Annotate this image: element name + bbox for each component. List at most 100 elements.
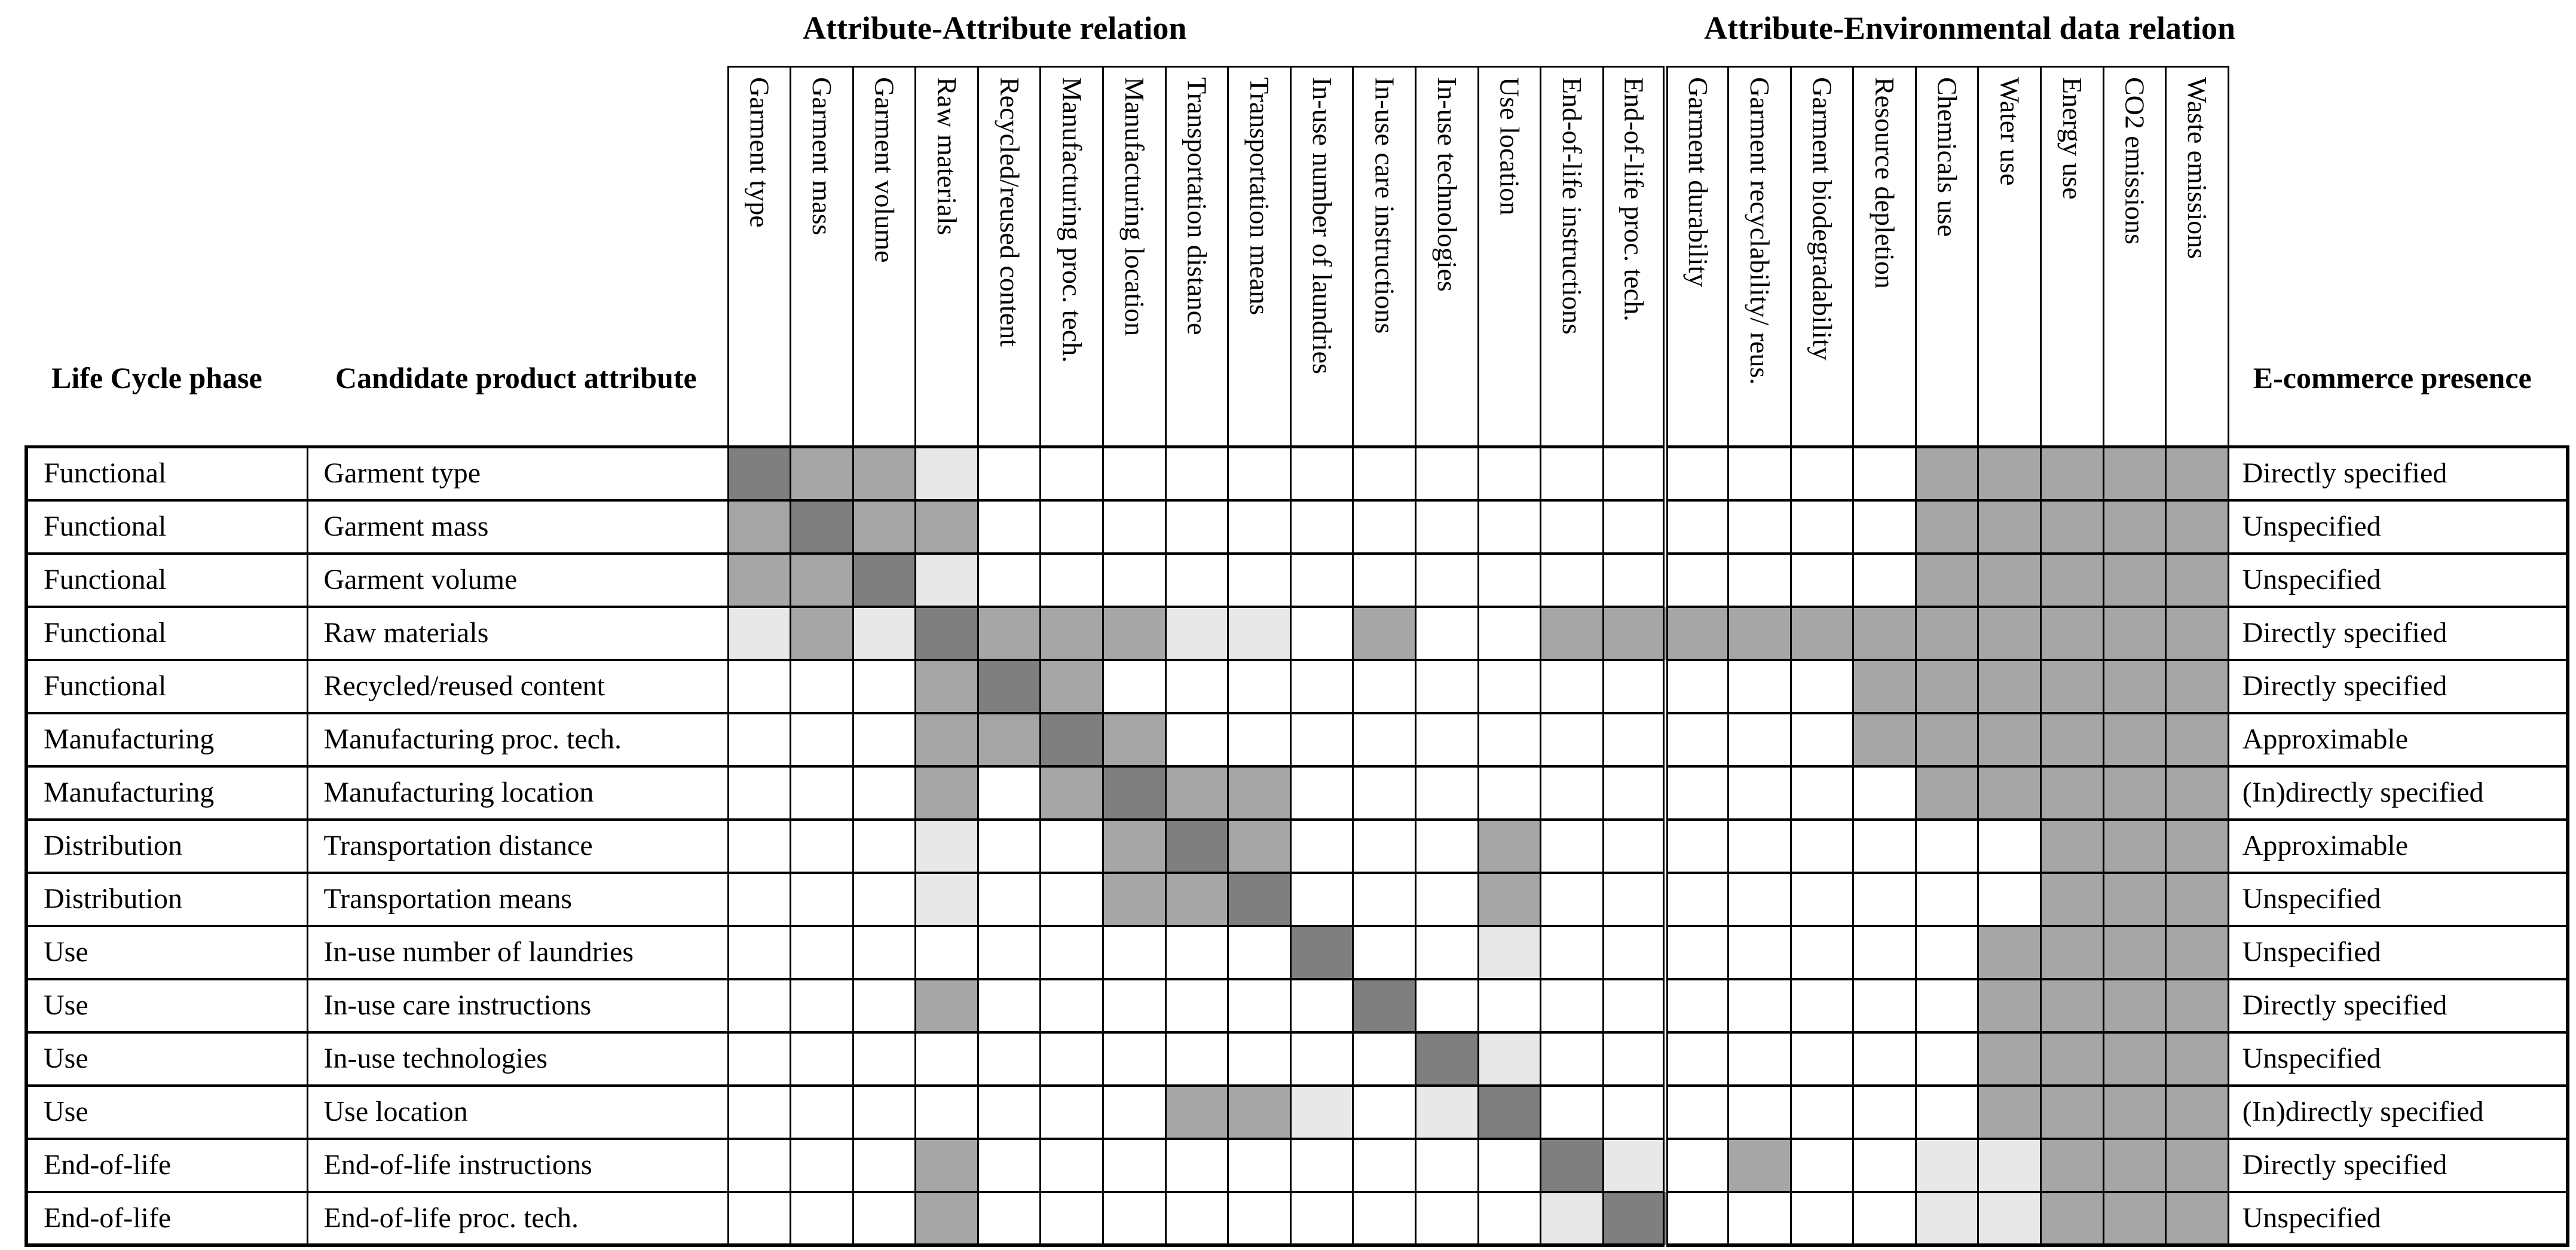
- matrix-cell: [1102, 871, 1167, 927]
- matrix-cell: [977, 605, 1042, 661]
- matrix-cell: [1663, 765, 1729, 821]
- matrix-cell: [1352, 765, 1417, 821]
- matrix-cell: [790, 711, 854, 768]
- ecommerce-presence-cell: Directly specified: [2227, 605, 2570, 661]
- matrix-cell: [1663, 445, 1729, 502]
- matrix-cell: [2102, 552, 2167, 608]
- matrix-cell: [1852, 1084, 1917, 1140]
- matrix-cell: [1602, 552, 1667, 608]
- matrix-cell: [2165, 977, 2229, 1034]
- matrix-cell: [1663, 977, 1729, 1034]
- matrix-cell: [1977, 977, 2042, 1034]
- matrix-cell: [1289, 871, 1354, 927]
- matrix-cell: [1727, 1137, 1792, 1193]
- matrix-cell: [1602, 1031, 1667, 1087]
- matrix-cell: [1352, 1084, 1417, 1140]
- candidate-attribute-cell: Manufacturing location: [306, 765, 729, 821]
- matrix-cell: [914, 765, 979, 821]
- matrix-cell: [914, 658, 979, 714]
- matrix-cell: [1789, 818, 1855, 874]
- matrix-cell: [1602, 765, 1667, 821]
- matrix-column-header: Manufacturing location: [1102, 66, 1167, 448]
- matrix-column-header-label: Waste emissions: [2182, 77, 2213, 259]
- matrix-cell: [2102, 1137, 2167, 1193]
- life-cycle-phase-cell: Use: [25, 924, 308, 980]
- matrix-cell: [1602, 818, 1667, 874]
- matrix-cell: [1477, 711, 1542, 768]
- matrix-cell: [2165, 1190, 2229, 1247]
- matrix-cell: [1602, 658, 1667, 714]
- matrix-cell: [852, 924, 917, 980]
- matrix-cell: [2102, 818, 2167, 874]
- matrix-cell: [1663, 552, 1729, 608]
- matrix-cell: [1727, 658, 1792, 714]
- life-cycle-phase-cell: Use: [25, 977, 308, 1034]
- matrix-cell: [1727, 605, 1792, 661]
- matrix-cell: [1415, 1031, 1479, 1087]
- matrix-cell: [1477, 1190, 1542, 1247]
- table-row: End-of-life End-of-life proc. tech. Unspec…: [25, 1190, 2570, 1247]
- corner-header-cell: Candidate product attribute: [307, 67, 728, 447]
- matrix-cell: [1977, 1084, 2042, 1140]
- matrix-cell: [1977, 711, 2042, 768]
- matrix-column-header: In-use number of laundries: [1289, 66, 1354, 448]
- matrix-cell: [1540, 499, 1604, 555]
- matrix-cell: [1102, 658, 1167, 714]
- matrix-column-header-label: Water use: [1994, 77, 2026, 186]
- matrix-cell: [1039, 711, 1105, 768]
- matrix-column-header: Transportation distance: [1164, 66, 1229, 448]
- matrix-cell: [1415, 552, 1479, 608]
- candidate-attribute-cell: Garment mass: [306, 499, 729, 555]
- candidate-attribute-cell: End-of-life instructions: [306, 1137, 729, 1193]
- matrix-cell: [1852, 1137, 1917, 1193]
- matrix-cell: [1914, 977, 1980, 1034]
- matrix-cell: [914, 977, 979, 1034]
- life-cycle-phase-cell: Manufacturing: [25, 765, 308, 821]
- matrix-cell: [1789, 1137, 1855, 1193]
- matrix-cell: [1039, 1190, 1105, 1247]
- matrix-cell: [852, 605, 917, 661]
- matrix-cell: [2039, 871, 2104, 927]
- matrix-cell: [1102, 1137, 1167, 1193]
- matrix-cell: [2039, 552, 2104, 608]
- matrix-column-header-label: Manufacturing location: [1119, 77, 1150, 337]
- matrix-cell: [1663, 711, 1729, 768]
- matrix-cell: [1852, 818, 1917, 874]
- matrix-cell: [1540, 871, 1604, 927]
- ecommerce-presence-cell: Directly specified: [2227, 1137, 2570, 1193]
- matrix-cell: [1914, 605, 1980, 661]
- matrix-cell: [1540, 1084, 1604, 1140]
- table-row: Functional Garment volume Unspecified: [25, 552, 2570, 608]
- matrix-cell: [1102, 711, 1167, 768]
- matrix-column-header: Energy use: [2039, 66, 2104, 448]
- matrix-cell: [1914, 658, 1980, 714]
- table-row: Distribution Transportation distance Appro…: [25, 818, 2570, 874]
- matrix-cell: [852, 1137, 917, 1193]
- matrix-cell: [2102, 1084, 2167, 1140]
- matrix-cell: [1289, 977, 1354, 1034]
- candidate-attribute-cell: Recycled/reused content: [306, 658, 729, 714]
- ecommerce-presence-cell: Unspecified: [2227, 871, 2570, 927]
- matrix-cell: [1477, 765, 1542, 821]
- matrix-cell: [727, 605, 792, 661]
- matrix-cell: [2165, 1031, 2229, 1087]
- ecommerce-presence-cell: Directly specified: [2227, 658, 2570, 714]
- matrix-cell: [790, 1190, 854, 1247]
- matrix-cell: [1540, 445, 1604, 502]
- matrix-cell: [790, 765, 854, 821]
- life-cycle-phase-cell: Distribution: [25, 818, 308, 874]
- group-title-attribute-environmental: Attribute-Environmental data relation: [1704, 10, 2235, 46]
- matrix-cell: [977, 977, 1042, 1034]
- matrix-column-header-label: Garment biodegradability: [1807, 77, 1838, 360]
- matrix-cell: [1540, 711, 1604, 768]
- matrix-column-header: Chemicals use: [1914, 66, 1980, 448]
- matrix-column-header-label: Resource depletion: [1870, 77, 1901, 289]
- matrix-cell: [1102, 1084, 1167, 1140]
- matrix-cell: [1663, 499, 1729, 555]
- matrix-column-header: Garment volume: [852, 66, 917, 448]
- matrix-cell: [1663, 1137, 1729, 1193]
- table-row: Distribution Transportation means Unspecif…: [25, 871, 2570, 927]
- matrix-cell: [2039, 1137, 2104, 1193]
- matrix-cell: [1540, 977, 1604, 1034]
- matrix-cell: [1789, 871, 1855, 927]
